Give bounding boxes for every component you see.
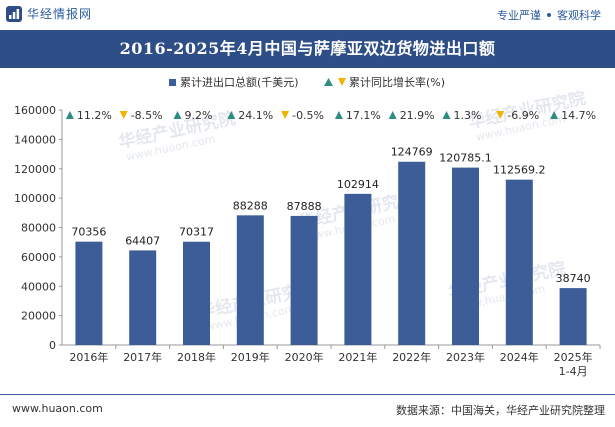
y-tick-label: 120000: [14, 163, 56, 176]
growth-rate-label: 9.2%: [185, 109, 213, 122]
bar: [183, 241, 210, 345]
y-tick-label: 140000: [14, 133, 56, 146]
bar-value-label: 70356: [71, 226, 106, 239]
legend-down-triangle-icon: [338, 78, 346, 86]
x-tick-label: 2025年: [554, 350, 593, 364]
tagline-separator-dot: [547, 13, 551, 17]
chart-title: 2016-2025年4月中国与萨摩亚双边货物进出口额: [119, 39, 496, 58]
growth-rate-label: 14.7%: [561, 109, 596, 122]
bar: [344, 193, 372, 345]
bar: [290, 215, 318, 345]
y-tick-label: 0: [49, 339, 56, 352]
x-tick-label: 2019年: [231, 350, 270, 364]
bar-value-label: 88288: [233, 199, 268, 212]
legend-swatch-total: [169, 79, 176, 86]
growth-rate-label: -6.9%: [507, 109, 539, 122]
growth-up-triangle-icon: [442, 111, 451, 119]
x-tick-label: 2020年: [285, 350, 324, 364]
footer-divider: [0, 394, 615, 395]
growth-up-triangle-icon: [550, 111, 559, 119]
growth-down-triangle-icon: [119, 111, 128, 119]
x-tick-label: 2021年: [338, 350, 377, 364]
y-tick-label: 80000: [21, 222, 56, 235]
growth-rate-label: 21.9%: [400, 109, 435, 122]
bar-value-label: 38740: [556, 272, 591, 285]
x-tick-label: 2023年: [446, 350, 485, 364]
growth-up-triangle-icon: [65, 111, 74, 119]
bar-value-label: 64407: [125, 234, 160, 247]
tagline-left: 专业严谨: [497, 9, 541, 22]
bar: [398, 161, 426, 345]
footer-website: www.huaon.com: [12, 402, 103, 415]
bar-value-label: 120785.1: [439, 152, 492, 165]
bar: [236, 215, 264, 345]
x-tick-label: 2024年: [500, 350, 539, 364]
growth-rate-label: 1.3%: [454, 109, 482, 122]
bar: [505, 179, 533, 345]
growth-rate-label: 11.2%: [77, 109, 112, 122]
top-bar: 华经情报网 专业严谨 客观科学: [0, 0, 615, 28]
growth-up-triangle-icon: [388, 111, 397, 119]
y-tick-label: 100000: [14, 192, 56, 205]
growth-rate-label: 24.1%: [238, 109, 273, 122]
bar: [559, 288, 587, 345]
bar: [75, 241, 103, 345]
x-tick-label: 2022年: [392, 350, 431, 364]
bar-value-label: 87888: [287, 200, 322, 213]
x-tick-label: 2016年: [69, 350, 108, 364]
growth-down-triangle-icon: [281, 111, 290, 119]
legend-label-growth: 累计同比增长率(%): [349, 75, 445, 89]
x-tick-label: 1-4月: [559, 365, 588, 378]
tagline: 专业严谨 客观科学: [497, 7, 601, 23]
bar: [452, 167, 479, 345]
bar: [129, 250, 157, 345]
growth-rate-label: 17.1%: [346, 109, 381, 122]
title-band: 2016-2025年4月中国与萨摩亚双边货物进出口额: [0, 30, 615, 68]
bar-value-label: 112569.2: [493, 164, 546, 177]
bar-value-label: 70317: [179, 226, 214, 239]
brand-name: 华经情报网: [27, 7, 93, 21]
bar-value-label: 124769: [391, 146, 433, 159]
y-tick-label: 20000: [21, 310, 56, 323]
x-tick-label: 2018年: [177, 350, 216, 364]
bar-value-label: 102914: [337, 178, 379, 191]
y-tick-label: 60000: [21, 251, 56, 264]
y-tick-label: 160000: [14, 104, 56, 117]
brand: 华经情报网: [6, 5, 92, 22]
brand-logo-icon: [6, 5, 22, 22]
growth-up-triangle-icon: [227, 111, 236, 119]
y-tick-label: 40000: [21, 280, 56, 293]
growth-rate-label: -0.5%: [292, 109, 324, 122]
footer-source: 数据来源：中国海关，华经产业研究院整理: [396, 404, 605, 417]
growth-up-triangle-icon: [173, 111, 182, 119]
x-tick-label: 2017年: [123, 350, 162, 364]
growth-rate-label: -8.5%: [131, 109, 163, 122]
legend-up-triangle-icon: [324, 78, 333, 86]
legend-label-total: 累计进出口总额(千美元): [180, 75, 299, 89]
bar-chart: 华经产业研究院www.huaon.com华经产业研究院www.huaon.com…: [14, 75, 601, 378]
growth-up-triangle-icon: [334, 111, 343, 119]
tagline-right: 客观科学: [557, 9, 601, 22]
growth-down-triangle-icon: [496, 111, 505, 119]
